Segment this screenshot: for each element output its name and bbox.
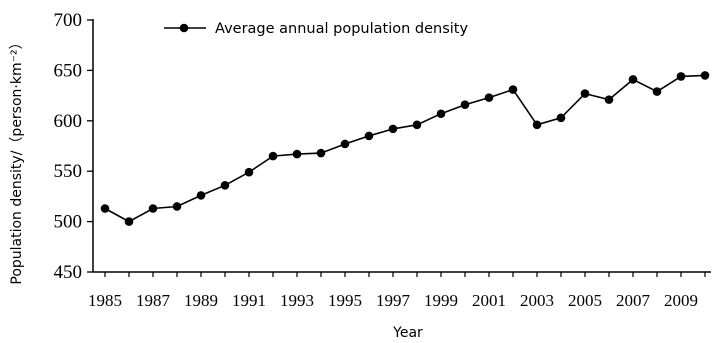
data-point — [364, 131, 374, 141]
data-point — [676, 72, 686, 81]
data-point — [460, 100, 470, 109]
legend-marker-swatch — [179, 23, 189, 33]
x-tick-label: 1985 — [88, 291, 122, 310]
y-ticks: 450 500 550 600 650 700 — [54, 10, 93, 283]
data-point — [268, 151, 278, 161]
data-point — [172, 202, 182, 211]
data-point — [556, 113, 566, 123]
x-tick-label: 1997 — [376, 291, 411, 310]
x-axis-label: Year — [392, 325, 423, 341]
x-tick-label: 2003 — [520, 291, 554, 310]
y-tick-label: 650 — [54, 60, 83, 81]
data-point — [436, 109, 446, 119]
x-tick-label: 2007 — [616, 291, 651, 310]
axes — [92, 19, 711, 273]
series-group — [100, 71, 710, 226]
y-axis-label: Population density/（person·km⁻²） — [9, 35, 25, 284]
y-tick-label: 700 — [54, 10, 83, 31]
x-tick-label: 2001 — [472, 291, 506, 310]
data-point — [652, 87, 662, 96]
x-tick-label: 1989 — [184, 291, 218, 310]
y-tick-label: 450 — [54, 262, 83, 283]
data-point — [196, 191, 206, 200]
legend-entry-label: Average annual population density — [215, 21, 468, 37]
data-point — [292, 149, 302, 159]
data-point — [484, 93, 494, 102]
data-point — [124, 217, 134, 226]
y-tick-label: 600 — [54, 111, 83, 132]
data-point — [412, 120, 422, 130]
data-point — [100, 204, 110, 213]
x-tick-label: 1991 — [232, 291, 266, 310]
data-point — [244, 167, 254, 177]
data-point — [340, 139, 350, 149]
data-point — [508, 85, 518, 94]
series-line — [104, 74, 706, 223]
x-tick-label: 1999 — [424, 291, 458, 310]
data-point — [628, 75, 638, 84]
x-tick-label: 1987 — [136, 291, 171, 310]
x-tick-label: 2009 — [664, 291, 698, 310]
data-point — [316, 148, 326, 158]
data-point — [604, 95, 614, 104]
x-tick-label: 1995 — [328, 291, 362, 310]
legend: Average annual population density — [164, 21, 468, 37]
y-tick-label: 550 — [54, 161, 83, 182]
y-tick-label: 500 — [54, 212, 83, 233]
x-ticks: 1985 1987 1989 1991 1993 1995 1997 1999 2001 2003… — [88, 272, 706, 310]
data-point — [700, 71, 710, 80]
data-point — [148, 204, 158, 213]
data-point — [580, 89, 590, 98]
data-point — [532, 120, 542, 130]
x-tick-label: 2005 — [568, 291, 602, 310]
data-point — [388, 124, 398, 134]
data-point — [220, 181, 230, 190]
x-tick-label: 1993 — [280, 291, 314, 310]
